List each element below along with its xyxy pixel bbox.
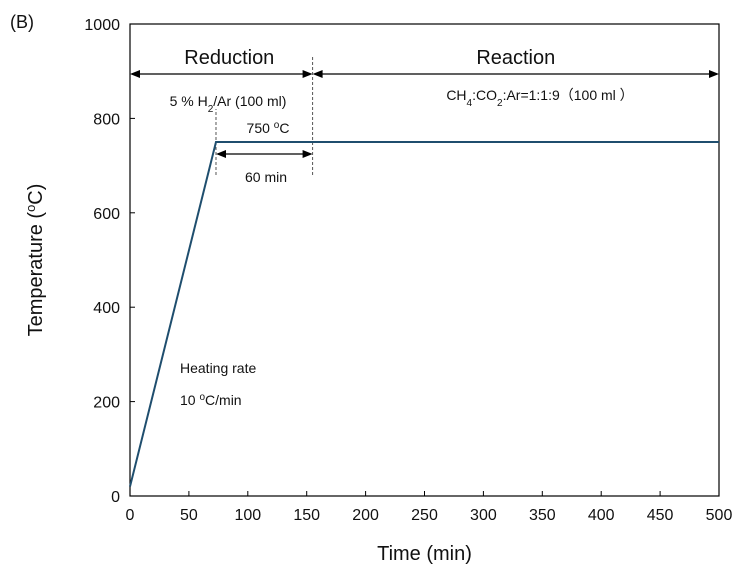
y-tick-label: 800 [93,111,120,128]
x-tick-label: 300 [470,507,497,524]
reaction-arrow-head-left [312,70,323,78]
x-tick-label: 350 [529,507,556,524]
x-tick-label: 200 [352,507,379,524]
x-tick-label: 400 [588,507,615,524]
y-tick-label: 200 [93,395,120,412]
y-axis-label: Temperature (oC) [23,184,48,337]
x-tick-label: 450 [647,507,674,524]
reaction-arrow-head-right [709,70,719,78]
x-tick-label: 250 [411,507,438,524]
y-tick-label: 400 [93,300,120,317]
y-axis: 0 200 400 600 800 1000 [84,17,135,506]
reduction-label: Reduction [184,47,274,69]
reaction-gas-label: CH4:CO2:Ar=1:1:9（100 ml ） [446,87,633,109]
heating-rate-title: Heating rate [180,360,256,376]
hold-time-arrow-head-left [215,150,226,158]
y-tick-label: 1000 [84,17,120,34]
reduction-arrow-head-right [302,70,313,78]
x-tick-label: 50 [180,507,198,524]
reaction-label: Reaction [476,47,555,69]
x-tick-label: 500 [706,507,733,524]
y-tick-label: 0 [111,489,120,506]
x-axis: 0 50 100 150 200 250 300 350 400 450 500 [126,491,733,524]
x-tick-label: 100 [234,507,261,524]
x-axis-label: Time (min) [377,543,472,565]
hold-temperature-label: 750 oC [247,120,290,137]
panel-label: (B) [10,12,34,32]
annotations [130,56,719,176]
series-group [129,141,719,487]
x-tick-label: 0 [126,507,135,524]
reduction-arrow-head-left [130,70,140,78]
x-tick-label: 150 [293,507,320,524]
reduction-gas-label: 5 % H2/Ar (100 ml) [170,93,287,115]
temperature-series-line [129,141,719,487]
y-tick-label: 600 [93,206,120,223]
heating-rate-value: 10 oC/min [180,392,242,409]
hold-time-label: 60 min [245,169,287,185]
hold-time-arrow-head-right [302,150,313,158]
